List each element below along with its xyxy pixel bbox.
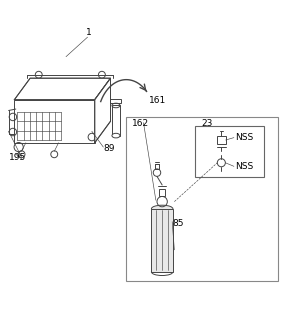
Text: NSS: NSS	[235, 162, 254, 171]
Text: 23: 23	[201, 118, 212, 128]
Polygon shape	[14, 78, 110, 100]
Bar	[14, 100, 95, 143]
Ellipse shape	[112, 133, 120, 138]
Polygon shape	[152, 209, 173, 272]
Polygon shape	[95, 78, 110, 143]
Text: 195: 195	[9, 153, 26, 162]
Bar	[159, 189, 165, 196]
Ellipse shape	[152, 268, 173, 276]
Text: 161: 161	[149, 96, 166, 105]
Text: 162: 162	[132, 118, 149, 128]
Bar	[110, 99, 121, 103]
Bar	[112, 106, 120, 136]
Ellipse shape	[152, 205, 173, 212]
Bar	[126, 117, 278, 281]
Bar	[195, 125, 264, 177]
Text: 85: 85	[172, 219, 184, 228]
Text: 89: 89	[103, 144, 115, 153]
Bar	[155, 164, 159, 169]
Text: 1: 1	[86, 28, 92, 37]
Bar	[217, 136, 226, 144]
Text: NSS: NSS	[235, 133, 254, 142]
